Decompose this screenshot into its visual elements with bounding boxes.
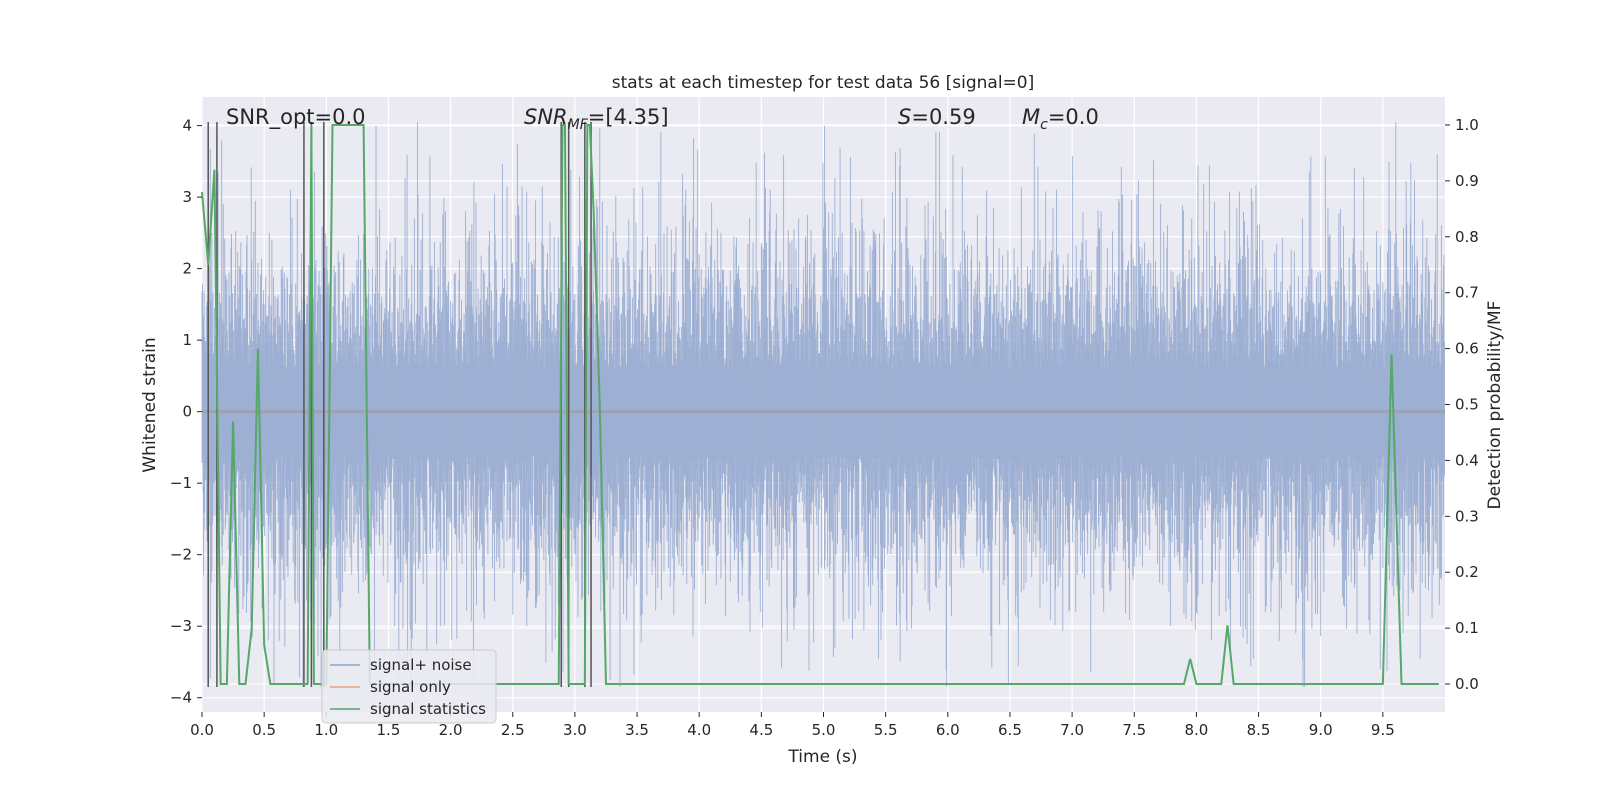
x-tick-labels: 0.0 0.5 1.0 1.5 2.0 2.5 3.0 3.5 4.0 4.5 5.0 5.5 6.0 6… bbox=[190, 712, 1395, 739]
legend: signal+ noise signal only signal statist… bbox=[321, 649, 497, 724]
y2-tick-labels: 1.0 0.9 0.8 0.7 0.6 0.5 0.4 0.3 0.2 0.1 0.0 bbox=[1445, 116, 1479, 693]
annotation-snr-mf: SNRMF=[4.35] bbox=[524, 105, 669, 133]
y-tick-label: 3 bbox=[182, 188, 192, 206]
x-tick-label: 5.0 bbox=[812, 721, 836, 739]
x-tick-label: 4.0 bbox=[687, 721, 711, 739]
x-tick-label: 2.0 bbox=[439, 721, 463, 739]
y-tick-label: −3 bbox=[170, 617, 192, 635]
y2-tick-label: 0.7 bbox=[1455, 284, 1479, 302]
x-tick-label: 7.5 bbox=[1122, 721, 1146, 739]
annotation-s-symbol: S bbox=[898, 105, 911, 129]
annotation-snr-mf-sub: MF bbox=[568, 117, 589, 133]
signal-noise-trace bbox=[201, 122, 1445, 687]
y-tick-label: 1 bbox=[182, 331, 192, 349]
y2-tick-label: 1.0 bbox=[1455, 116, 1479, 134]
annotation-mc-value: =0.0 bbox=[1048, 105, 1099, 129]
signal-statistics-series bbox=[201, 123, 1439, 686]
annotation-snr-mf-main: SNR bbox=[524, 105, 568, 129]
y2-tick-label: 0.1 bbox=[1455, 619, 1479, 637]
x-tick-label: 9.0 bbox=[1309, 721, 1333, 739]
x-tick-label: 4.5 bbox=[749, 721, 773, 739]
y2-axis-label: Detection probability/MF bbox=[1485, 301, 1505, 510]
annotation-snr-opt: SNR_opt=0.0 bbox=[226, 105, 366, 130]
annotation-s-value: =0.59 bbox=[911, 105, 975, 129]
y-tick-label: −2 bbox=[170, 546, 192, 564]
x-tick-label: 3.0 bbox=[563, 721, 587, 739]
legend-box bbox=[321, 649, 497, 724]
x-tick-label: 0.5 bbox=[252, 721, 276, 739]
legend-label-signal-statistics: signal statistics bbox=[370, 700, 486, 718]
annotation-mc: Mc=0.0 bbox=[1022, 105, 1099, 133]
y-tick-label: −1 bbox=[170, 474, 192, 492]
y-tick-labels: 4 3 2 1 0 −1 −2 −3 −4 bbox=[170, 117, 202, 707]
x-tick-label: 8.5 bbox=[1247, 721, 1271, 739]
chart-title: stats at each timestep for test data 56 … bbox=[612, 73, 1035, 93]
x-tick-label: 0.0 bbox=[190, 721, 214, 739]
y2-tick-label: 0.6 bbox=[1455, 340, 1479, 358]
legend-label-signal-only: signal only bbox=[370, 678, 451, 696]
y-tick-label: −4 bbox=[170, 689, 192, 707]
y-axis-label: Whitened strain bbox=[140, 337, 160, 472]
annotation-snr-mf-value: =[4.35] bbox=[588, 105, 669, 129]
signal-statistics-line bbox=[201, 123, 1439, 686]
x-tick-label: 3.5 bbox=[625, 721, 649, 739]
y-tick-label: 2 bbox=[182, 260, 192, 278]
legend-label-signal-noise: signal+ noise bbox=[370, 656, 472, 674]
x-axis-label: Time (s) bbox=[787, 747, 857, 767]
x-tick-label: 9.5 bbox=[1371, 721, 1395, 739]
signal-noise-series bbox=[201, 122, 1445, 687]
y2-tick-label: 0.9 bbox=[1455, 172, 1479, 190]
y-tick-label: 4 bbox=[182, 117, 192, 135]
y-tick-label: 0 bbox=[182, 403, 192, 421]
y2-tick-label: 0.2 bbox=[1455, 563, 1479, 581]
y2-tick-label: 0.8 bbox=[1455, 228, 1479, 246]
x-tick-label: 8.0 bbox=[1184, 721, 1208, 739]
x-tick-label: 1.5 bbox=[377, 721, 401, 739]
x-tick-label: 7.0 bbox=[1060, 721, 1084, 739]
annotation-s: S=0.59 bbox=[898, 105, 976, 129]
x-tick-label: 6.5 bbox=[998, 721, 1022, 739]
annotation-mc-symbol: M bbox=[1022, 105, 1040, 129]
x-tick-label: 5.5 bbox=[874, 721, 898, 739]
y2-tick-label: 0.0 bbox=[1455, 675, 1479, 693]
x-tick-label: 1.0 bbox=[314, 721, 338, 739]
annotation-mc-sub: c bbox=[1040, 117, 1048, 133]
y2-tick-label: 0.4 bbox=[1455, 451, 1479, 469]
x-tick-label: 2.5 bbox=[501, 721, 525, 739]
y2-tick-label: 0.3 bbox=[1455, 507, 1479, 525]
y2-tick-label: 0.5 bbox=[1455, 396, 1479, 414]
x-tick-label: 6.0 bbox=[936, 721, 960, 739]
